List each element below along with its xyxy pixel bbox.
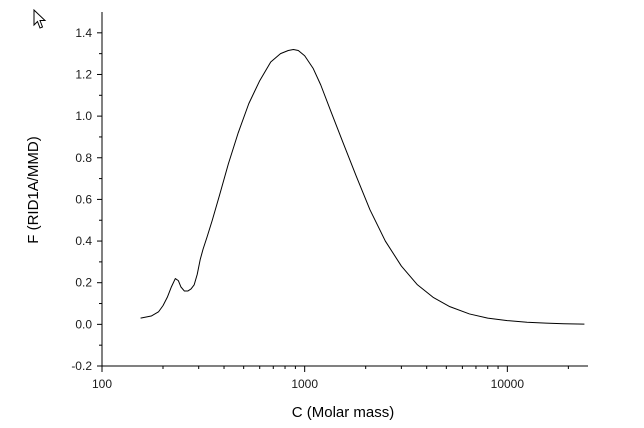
y-tick-label: 1.4 <box>75 26 92 40</box>
mouse-cursor-icon <box>33 9 47 29</box>
y-tick-label: 0.8 <box>75 151 92 165</box>
plot-area <box>140 48 585 325</box>
x-axis: 100 1000 10000 <box>92 365 588 391</box>
y-tick-label: 0.0 <box>75 317 92 331</box>
y-axis-title: F (RID1A/MMD) <box>25 136 42 244</box>
y-axis: -0.2 0.0 0.2 0.4 0.6 0.8 1.0 1.2 1.4 <box>71 12 103 373</box>
x-tick-label: 1000 <box>291 377 318 391</box>
x-tick-label: 100 <box>92 377 112 391</box>
x-tick-label: 10000 <box>491 377 525 391</box>
x-axis-title: C (Molar mass) <box>292 404 395 421</box>
y-tick-label: -0.2 <box>71 359 92 373</box>
series-line <box>140 48 585 325</box>
y-tick-label: 0.2 <box>75 276 92 290</box>
y-tick-label: 1.2 <box>75 67 92 81</box>
y-tick-label: 0.6 <box>75 192 92 206</box>
y-tick-label: 0.4 <box>75 234 92 248</box>
y-tick-label: 1.0 <box>75 109 92 123</box>
